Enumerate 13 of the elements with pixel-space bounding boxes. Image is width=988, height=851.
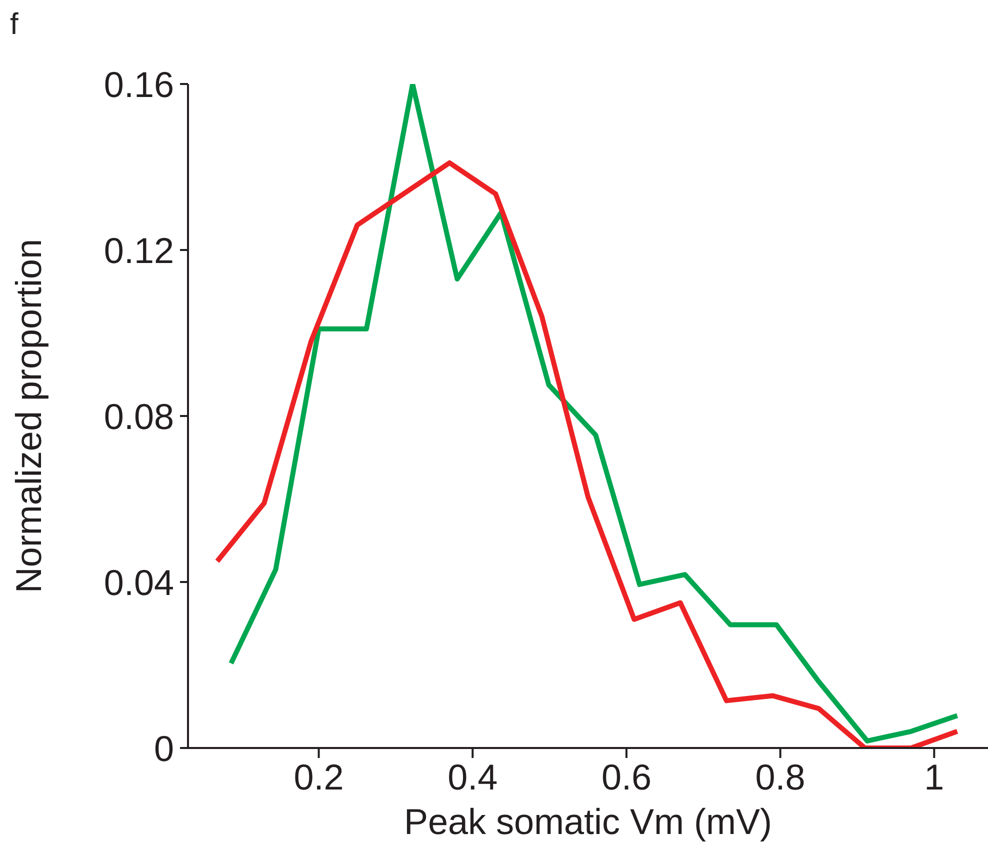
y-tick-label: 0.16 bbox=[104, 64, 174, 105]
y-tick-label: 0.04 bbox=[104, 562, 174, 603]
y-axis-title: Normalized proportion bbox=[8, 238, 49, 594]
x-tick-label: 0.4 bbox=[448, 756, 498, 798]
x-tick-label: 1 bbox=[924, 756, 944, 798]
x-tick-label: 0.2 bbox=[294, 756, 344, 798]
x-tick-label: 0.8 bbox=[755, 756, 806, 798]
x-tick-label: 0.6 bbox=[601, 756, 652, 798]
y-tick-label: 0 bbox=[154, 728, 174, 769]
x-axis-title: Peak somatic Vm (mV) bbox=[404, 801, 772, 842]
text: f bbox=[10, 8, 18, 42]
y-tick-label: 0.08 bbox=[104, 396, 174, 437]
y-tick-label: 0.12 bbox=[104, 230, 174, 271]
